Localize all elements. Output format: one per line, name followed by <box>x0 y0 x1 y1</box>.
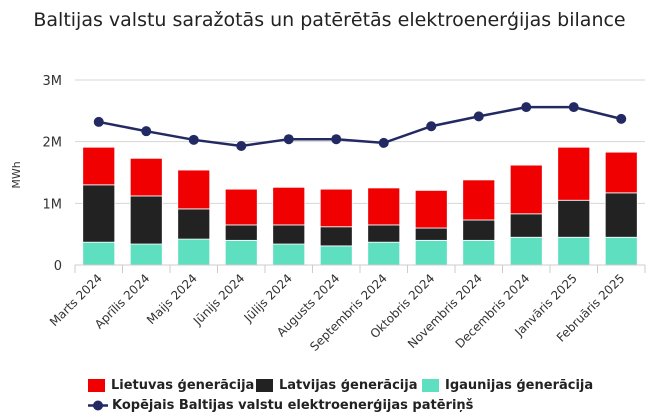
y-tick-label: 1M <box>43 197 63 212</box>
bar-segment <box>129 243 163 266</box>
y-tick-label: 2M <box>43 136 63 151</box>
line-point <box>236 140 247 151</box>
bar-segment <box>604 151 638 194</box>
bar-segment <box>224 239 258 266</box>
legend-item-latvijas[interactable]: Latvijas ģenerācija <box>256 378 417 393</box>
bar-segment <box>509 213 543 238</box>
bar-segment <box>557 199 591 238</box>
bar-segment <box>557 146 591 201</box>
line-point <box>616 113 627 124</box>
bar-segment <box>272 243 306 266</box>
bar-segment <box>272 186 306 226</box>
bar-segment <box>604 192 638 238</box>
bar-segment <box>462 219 496 241</box>
legend-label: Kopējais Baltijas valstu elektroenerģija… <box>112 398 474 413</box>
line-point <box>188 134 199 145</box>
legend-line-marker <box>88 400 108 411</box>
bar-segment <box>177 238 211 266</box>
legend-label: Latvijas ģenerācija <box>279 378 418 393</box>
bar-segment <box>414 189 448 229</box>
bar-segment <box>462 179 496 221</box>
bar-segment <box>604 236 638 266</box>
legend-label: Igaunijas ģenerācija <box>445 378 594 393</box>
bar-segment <box>319 245 353 266</box>
x-tick-label: Jūnijs 2024 <box>190 271 247 328</box>
bar-segment <box>177 208 211 240</box>
line-point <box>93 116 104 127</box>
legend-swatch <box>256 379 273 392</box>
bar-segment <box>177 169 211 210</box>
legend-item-lietuvas[interactable]: Lietuvas ģenerācija <box>88 378 254 393</box>
bar-segment <box>82 146 116 186</box>
legend-label: Lietuvas ģenerācija <box>111 378 255 393</box>
chart-title: Baltijas valstu saražotās un patērētās e… <box>33 9 626 31</box>
bar-segment <box>414 227 448 241</box>
bar-segment <box>557 236 591 266</box>
bar-segment <box>224 188 258 226</box>
line-point <box>473 111 484 122</box>
legend-swatch <box>88 379 105 392</box>
bar-segment <box>509 236 543 266</box>
line-point <box>331 134 342 145</box>
bar-segment <box>319 226 353 247</box>
y-tick-label: 3M <box>43 74 63 89</box>
bar-segment <box>224 224 258 241</box>
bar-segment <box>462 239 496 266</box>
line-point <box>521 102 532 113</box>
bar-segment <box>414 239 448 266</box>
y-tick-label: 0 <box>54 259 62 274</box>
legend-swatch <box>422 379 439 392</box>
line-point <box>378 137 389 148</box>
bar-segment <box>367 224 401 243</box>
y-axis-label: MWh <box>10 161 23 188</box>
bar-segment <box>129 195 163 245</box>
bar-segment <box>129 157 163 197</box>
bar-segment <box>509 164 543 215</box>
bar-segment <box>319 188 353 228</box>
bar-segment <box>367 241 401 266</box>
line-point <box>141 126 152 137</box>
bar-segment <box>367 187 401 226</box>
line-point <box>568 102 579 113</box>
line-series <box>98 105 622 148</box>
legend-item-paterins[interactable]: Kopējais Baltijas valstu elektroenerģija… <box>88 398 473 413</box>
bar-segment <box>272 224 306 245</box>
legend-item-igaunijas[interactable]: Igaunijas ģenerācija <box>422 378 593 393</box>
bar-segment <box>82 184 116 243</box>
line-point <box>426 121 437 132</box>
line-point <box>283 134 294 145</box>
bar-segment <box>82 241 116 266</box>
